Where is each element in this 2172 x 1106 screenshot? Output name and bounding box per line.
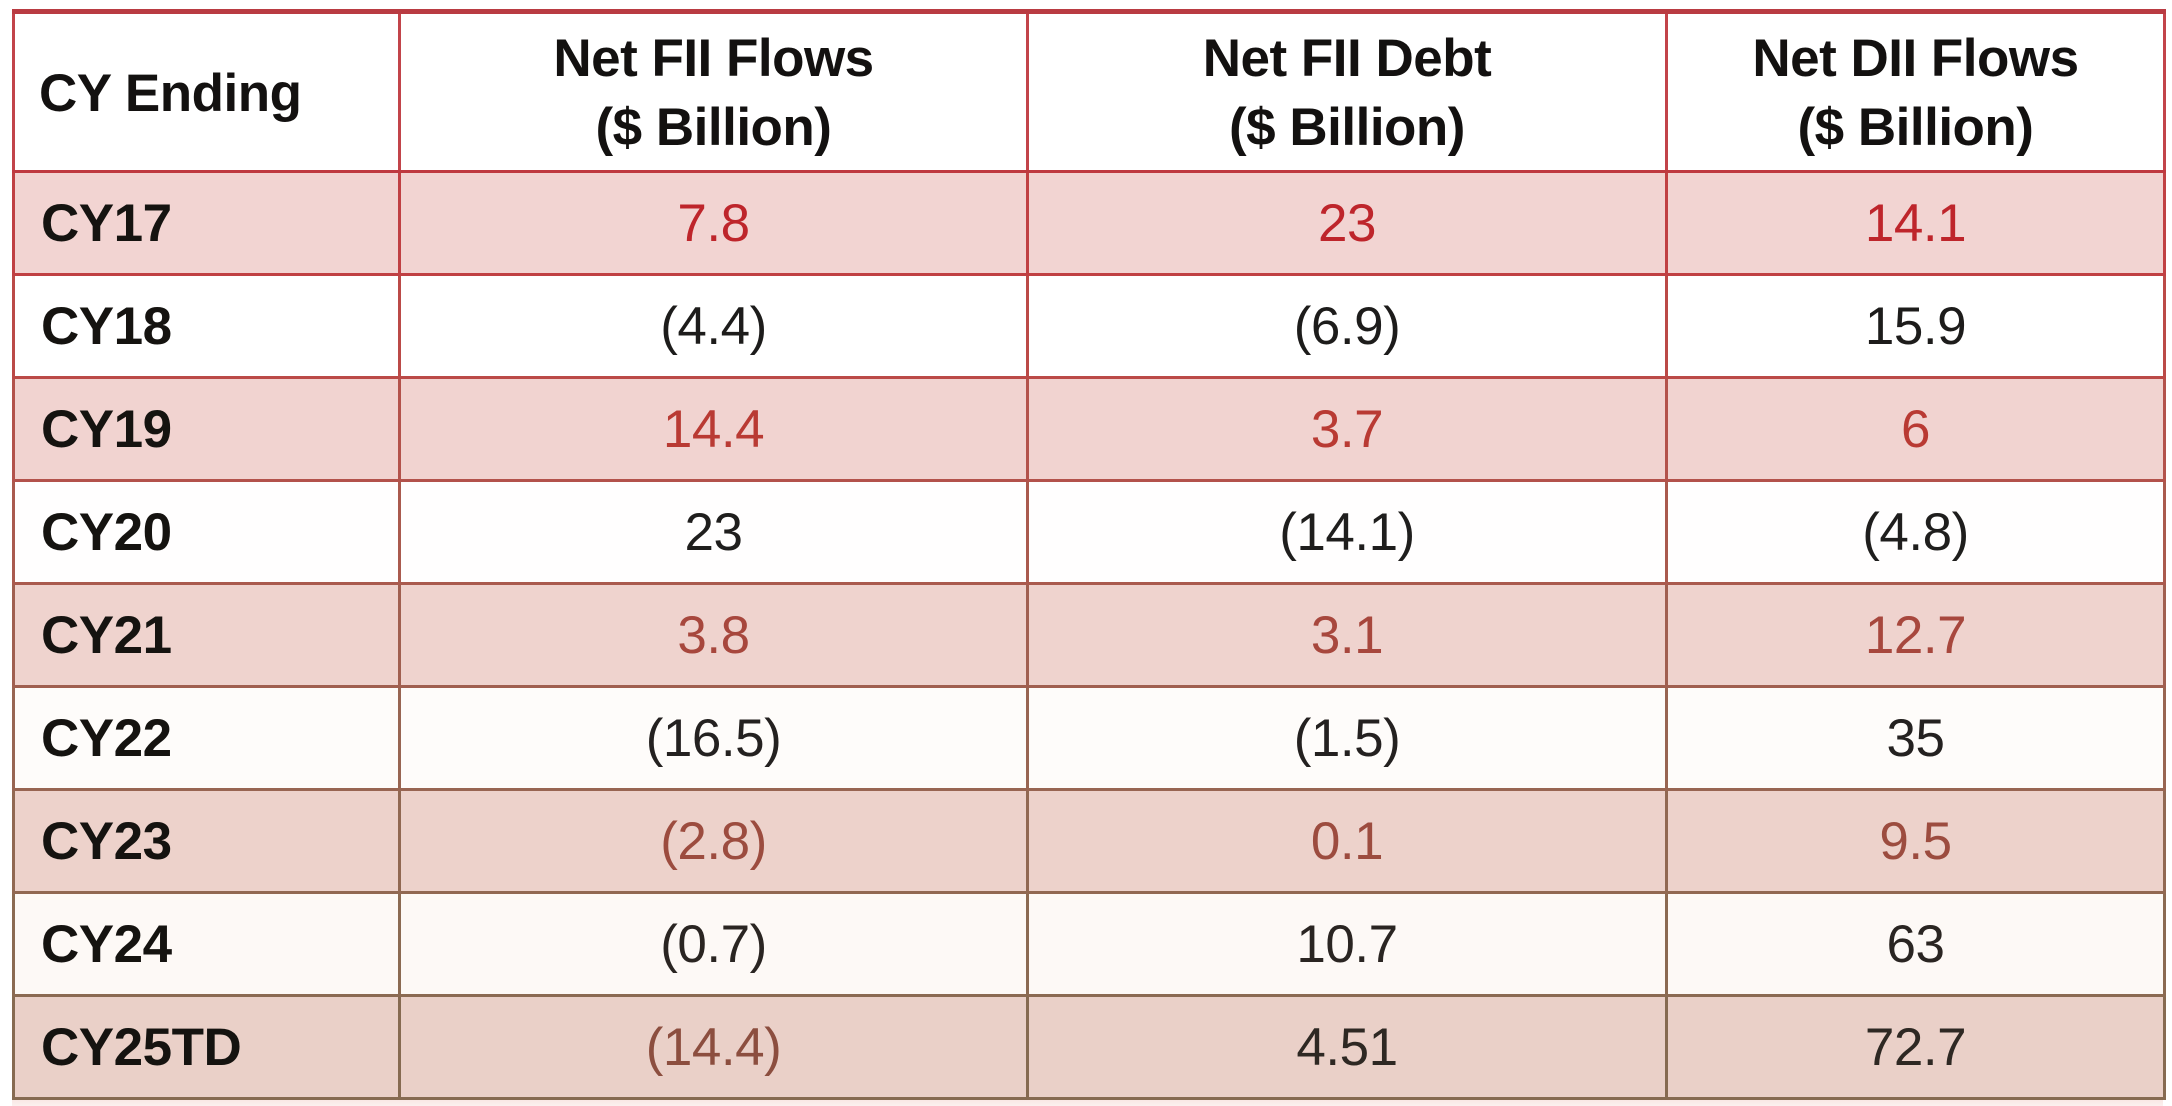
table-row-cy25td: CY25TD (14.4) 4.51 72.7	[12, 995, 2166, 1100]
column-header-net-fii-flows: Net FII Flows ($ Billion)	[399, 9, 1029, 173]
row-label-cy24: CY24	[12, 892, 401, 997]
cell-cy24-col3: 63	[1666, 892, 2166, 997]
bottom-glow	[12, 1100, 2163, 1106]
column-header-net-fii-debt: Net FII Debt ($ Billion)	[1027, 9, 1668, 173]
cell-cy23-col1: (2.8)	[399, 789, 1029, 894]
table-row-cy19: CY19 14.4 3.7 6	[12, 377, 2166, 482]
cell-cy18-col2: (6.9)	[1027, 274, 1668, 379]
cell-cy18-col1: (4.4)	[399, 274, 1029, 379]
table-row-cy24: CY24 (0.7) 10.7 63	[12, 892, 2166, 997]
cell-cy23-col3: 9.5	[1666, 789, 2166, 894]
table-row-cy23: CY23 (2.8) 0.1 9.5	[12, 789, 2166, 894]
cell-cy17-col3: 14.1	[1666, 171, 2166, 276]
row-label-cy25td: CY25TD	[12, 995, 401, 1100]
table-body: CY17 7.8 23 14.1 CY18 (4.4) (6.9) 15.9 CY19 14.4 3…	[12, 171, 2166, 1100]
table-row-cy21: CY21 3.8 3.1 12.7	[12, 583, 2166, 688]
cell-cy17-col2: 23	[1027, 171, 1668, 276]
row-label-cy23: CY23	[12, 789, 401, 894]
cell-cy22-col1: (16.5)	[399, 686, 1029, 791]
cell-cy19-col3: 6	[1666, 377, 2166, 482]
table-row-cy22: CY22 (16.5) (1.5) 35	[12, 686, 2166, 791]
table-row-cy20: CY20 23 (14.1) (4.8)	[12, 480, 2166, 585]
row-label-cy21: CY21	[12, 583, 401, 688]
fii-dii-flows-table: CY Ending Net FII Flows ($ Billion) Net …	[12, 9, 2166, 1100]
cell-cy21-col3: 12.7	[1666, 583, 2166, 688]
cell-cy21-col1: 3.8	[399, 583, 1029, 688]
cell-cy19-col1: 14.4	[399, 377, 1029, 482]
cell-cy25td-col1: (14.4)	[399, 995, 1029, 1100]
cell-cy20-col1: 23	[399, 480, 1029, 585]
cell-cy20-col3: (4.8)	[1666, 480, 2166, 585]
cell-cy25td-col3: 72.7	[1666, 995, 2166, 1100]
row-label-cy22: CY22	[12, 686, 401, 791]
table-row-cy17: CY17 7.8 23 14.1	[12, 171, 2166, 276]
cell-cy24-col2: 10.7	[1027, 892, 1668, 997]
cell-cy18-col3: 15.9	[1666, 274, 2166, 379]
column-header-net-dii-flows: Net DII Flows ($ Billion)	[1666, 9, 2166, 173]
cell-cy20-col2: (14.1)	[1027, 480, 1668, 585]
table-header: CY Ending Net FII Flows ($ Billion) Net …	[12, 9, 2166, 173]
table-row-cy18: CY18 (4.4) (6.9) 15.9	[12, 274, 2166, 379]
row-label-cy18: CY18	[12, 274, 401, 379]
header-row: CY Ending Net FII Flows ($ Billion) Net …	[12, 9, 2166, 173]
row-label-cy19: CY19	[12, 377, 401, 482]
cell-cy23-col2: 0.1	[1027, 789, 1668, 894]
row-label-cy17: CY17	[12, 171, 401, 276]
cell-cy21-col2: 3.1	[1027, 583, 1668, 688]
cell-cy17-col1: 7.8	[399, 171, 1029, 276]
cell-cy22-col2: (1.5)	[1027, 686, 1668, 791]
cell-cy19-col2: 3.7	[1027, 377, 1668, 482]
cell-cy25td-col2: 4.51	[1027, 995, 1668, 1100]
column-header-cy-ending: CY Ending	[12, 9, 401, 173]
row-label-cy20: CY20	[12, 480, 401, 585]
cell-cy22-col3: 35	[1666, 686, 2166, 791]
cell-cy24-col1: (0.7)	[399, 892, 1029, 997]
